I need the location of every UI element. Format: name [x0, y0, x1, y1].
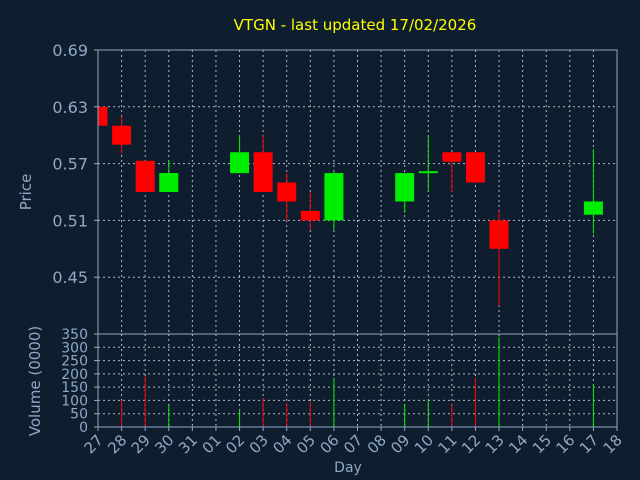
candle [253, 135, 273, 192]
candle [230, 135, 250, 174]
price-axis-label: Price [17, 174, 35, 211]
candle-body [489, 220, 509, 249]
candle-body [300, 210, 320, 221]
candle [418, 135, 438, 192]
volume-bars [121, 336, 594, 427]
candle-body [112, 125, 132, 145]
price-tick-label: 0.51 [52, 211, 88, 230]
labels: VTGN - last updated 17/02/2026 Price Vol… [17, 16, 476, 476]
candle [442, 152, 462, 192]
candle-body [98, 106, 108, 126]
candle-body [465, 152, 485, 183]
candle-body [583, 201, 603, 215]
candle [300, 192, 320, 230]
price-tick-label: 0.45 [52, 268, 88, 287]
volume-tick-label: 50 [70, 407, 88, 423]
candle-body [442, 152, 462, 162]
volume-tick-label: 0 [79, 420, 88, 436]
price-tick-label: 0.69 [52, 41, 88, 60]
volume-tick-label: 250 [61, 354, 88, 370]
candle [465, 152, 485, 183]
candle-body [277, 182, 297, 202]
candle-body [418, 171, 438, 174]
volume-tick-label: 100 [61, 393, 88, 409]
candle [583, 149, 603, 234]
candle [159, 160, 179, 192]
candle [112, 116, 132, 155]
candle-body [253, 152, 273, 192]
price-candles [98, 106, 603, 306]
candle [98, 106, 108, 126]
candle-body [159, 173, 179, 192]
volume-axis-label: Volume (0000) [26, 326, 44, 436]
candle-body [230, 152, 250, 174]
candle-body [135, 160, 155, 192]
volume-tick-label: 350 [61, 327, 88, 343]
chart-title: VTGN - last updated 17/02/2026 [234, 16, 477, 34]
candle [135, 160, 155, 192]
candle-body [395, 173, 415, 202]
candle [277, 173, 297, 221]
candle [395, 173, 415, 213]
price-tick-label: 0.63 [52, 98, 88, 117]
volume-tick-label: 200 [61, 367, 88, 383]
price-tick-label: 0.57 [52, 155, 88, 174]
candle [489, 210, 509, 306]
volume-tick-label: 300 [61, 340, 88, 356]
candle [324, 171, 344, 230]
candle-body [324, 173, 344, 221]
x-axis-label: Day [334, 460, 362, 476]
volume-tick-label: 150 [61, 380, 88, 396]
